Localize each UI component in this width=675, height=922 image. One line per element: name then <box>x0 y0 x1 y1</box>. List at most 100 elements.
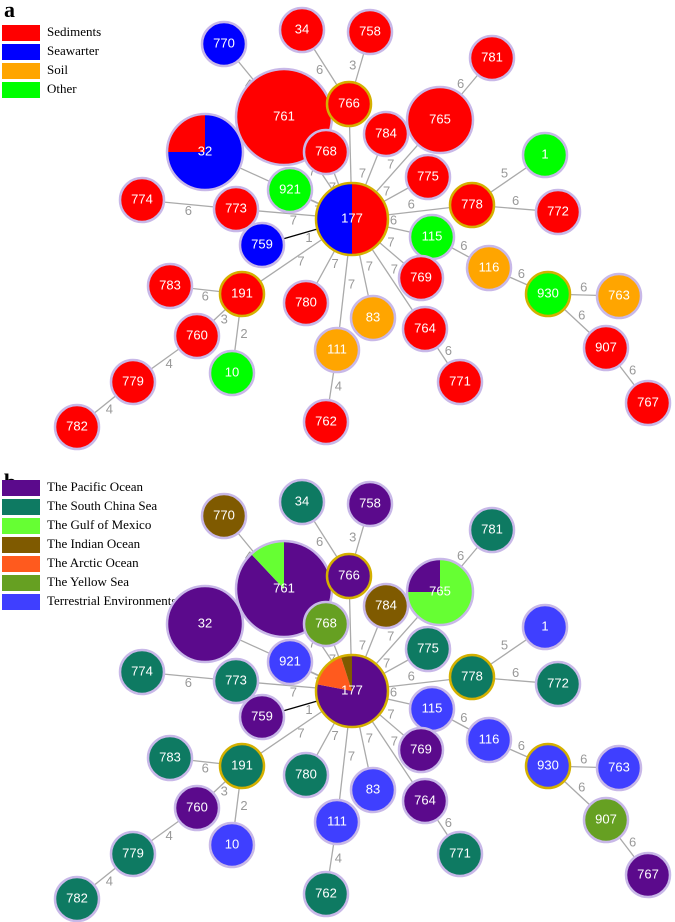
node-label: 765 <box>429 583 451 598</box>
edge-label: 6 <box>445 343 452 358</box>
node <box>218 270 266 318</box>
node-label: 775 <box>417 640 439 655</box>
edge-label: 6 <box>629 835 636 850</box>
node-label: 759 <box>251 708 273 723</box>
node-label: 783 <box>159 277 181 292</box>
node <box>302 128 350 176</box>
node-label: 783 <box>159 749 181 764</box>
node-label: 761 <box>273 580 295 595</box>
node-label: 774 <box>131 663 153 678</box>
node-label: 772 <box>547 675 569 690</box>
node <box>302 870 350 918</box>
node-label: 778 <box>461 668 483 683</box>
node-label: 930 <box>537 285 559 300</box>
node-label: 782 <box>66 418 88 433</box>
node <box>534 188 582 236</box>
node-label: 779 <box>122 845 144 860</box>
node <box>118 648 166 696</box>
node <box>238 693 286 741</box>
legend-swatch <box>2 575 40 591</box>
edge-label: 3 <box>349 529 356 544</box>
node-border <box>314 653 390 729</box>
legend-swatch <box>2 44 40 60</box>
panel-label: a <box>4 0 15 22</box>
node <box>582 796 630 844</box>
node <box>346 480 394 528</box>
node <box>173 784 221 832</box>
node <box>524 742 572 790</box>
node <box>173 312 221 360</box>
node <box>362 582 410 630</box>
edge-label: 7 <box>290 684 297 699</box>
node <box>404 625 452 673</box>
node-label: 762 <box>315 885 337 900</box>
node <box>302 398 350 446</box>
node-label: 930 <box>537 757 559 772</box>
edge-label: 6 <box>460 238 467 253</box>
node-label: 34 <box>295 21 309 36</box>
node-label: 111 <box>327 813 347 828</box>
edge-label: 7 <box>309 635 316 650</box>
edge-label: 3 <box>221 784 228 799</box>
node <box>401 777 449 825</box>
edge-label: 4 <box>165 828 172 843</box>
edge-label: 4 <box>165 356 172 371</box>
edge-label: 7 <box>391 734 398 749</box>
node-slice <box>251 541 284 589</box>
node-label: 10 <box>225 364 239 379</box>
edge-label: 6 <box>390 213 397 228</box>
node <box>200 20 248 68</box>
node <box>405 85 475 155</box>
node-label: 767 <box>637 866 659 881</box>
node <box>212 657 260 705</box>
edge-label: 1 <box>305 702 312 717</box>
node-label: 32 <box>198 143 212 158</box>
edge-label: 6 <box>580 279 587 294</box>
edge-label: 6 <box>202 760 209 775</box>
node <box>346 8 394 56</box>
edge-label: 6 <box>408 196 415 211</box>
edge-label: 4 <box>106 873 113 888</box>
edge-label: 7 <box>297 726 304 741</box>
node-label: 784 <box>375 597 397 612</box>
node-label: 758 <box>359 495 381 510</box>
node-label: 907 <box>595 811 617 826</box>
node-label: 921 <box>279 181 301 196</box>
edge-label: 6 <box>316 534 323 549</box>
node-label: 191 <box>231 757 253 772</box>
edge-label: 7 <box>366 730 373 745</box>
node <box>397 726 445 774</box>
node <box>278 478 326 526</box>
node-label: 763 <box>608 759 630 774</box>
node <box>109 358 157 406</box>
legend-swatch <box>2 25 40 41</box>
node-label: 1 <box>541 618 548 633</box>
node <box>146 262 194 310</box>
node-label: 770 <box>213 35 235 50</box>
edge-label: 6 <box>390 685 397 700</box>
legend-swatch <box>2 537 40 553</box>
node-label: 779 <box>122 373 144 388</box>
legend-label: Other <box>47 81 77 96</box>
node-label: 773 <box>225 672 247 687</box>
node <box>534 660 582 708</box>
node <box>465 244 513 292</box>
edge-label: 2 <box>240 798 247 813</box>
node-slice <box>340 655 352 691</box>
node <box>118 176 166 224</box>
edge-label: 7 <box>332 256 339 271</box>
edge-label: 7 <box>297 254 304 269</box>
node <box>404 153 452 201</box>
edge-label: 7 <box>387 628 394 643</box>
node <box>595 744 643 792</box>
legend-swatch <box>2 518 40 534</box>
node-label: 781 <box>481 521 503 536</box>
edge-label: 7 <box>366 258 373 273</box>
edge-label: 6 <box>185 203 192 218</box>
node <box>302 600 350 648</box>
node <box>208 821 256 869</box>
edge-label: 7 <box>329 651 336 666</box>
node-label: 760 <box>186 799 208 814</box>
edge-label: 3 <box>349 57 356 72</box>
